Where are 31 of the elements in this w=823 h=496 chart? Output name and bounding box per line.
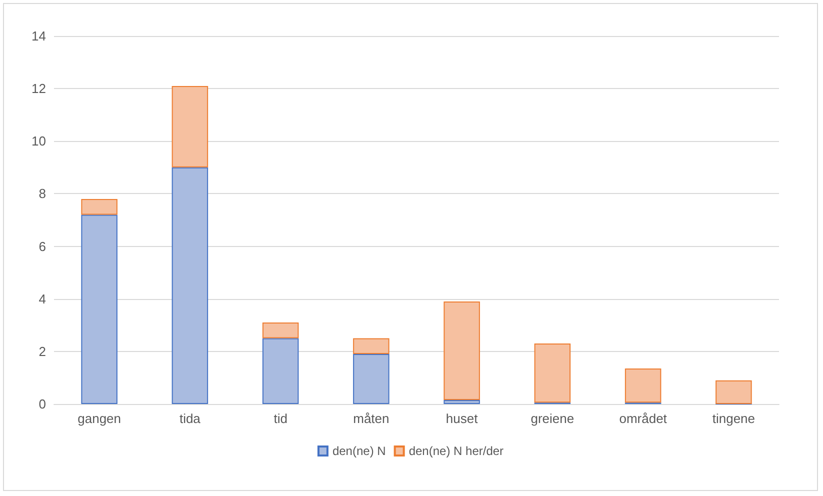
bar bbox=[81, 198, 118, 215]
bar bbox=[172, 86, 208, 168]
bar bbox=[534, 344, 571, 403]
bar bbox=[353, 338, 390, 354]
bar bbox=[172, 167, 208, 404]
x-tick-label: måten bbox=[353, 411, 390, 426]
bar bbox=[262, 338, 299, 404]
bar bbox=[716, 380, 752, 404]
y-tick-label: 2 bbox=[38, 344, 46, 359]
bar bbox=[444, 400, 480, 404]
legend-label: den(ne) N bbox=[332, 444, 386, 458]
x-tick-label: huset bbox=[446, 411, 478, 426]
x-tick-label: gangen bbox=[78, 411, 122, 426]
bar bbox=[353, 354, 390, 404]
bar bbox=[444, 301, 480, 400]
y-tick-label: 14 bbox=[32, 28, 46, 44]
bar bbox=[624, 368, 662, 403]
x-tick-label: tingene bbox=[712, 411, 756, 426]
y-tick-label: 6 bbox=[38, 238, 46, 254]
y-tick-label: 10 bbox=[32, 134, 46, 149]
x-tick-label: tid bbox=[274, 411, 288, 426]
legend-label: den(ne) N her/der bbox=[408, 444, 504, 458]
y-tick-label: 12 bbox=[32, 81, 46, 96]
y-tick-label: 0 bbox=[38, 396, 46, 412]
bar bbox=[262, 322, 299, 338]
x-tick-label: området bbox=[619, 411, 668, 426]
bar bbox=[81, 214, 118, 404]
y-tick-label: 4 bbox=[38, 291, 46, 306]
x-tick-label: tida bbox=[179, 411, 202, 426]
x-tick-label: greiene bbox=[530, 411, 574, 426]
y-tick-label: 8 bbox=[38, 186, 46, 202]
